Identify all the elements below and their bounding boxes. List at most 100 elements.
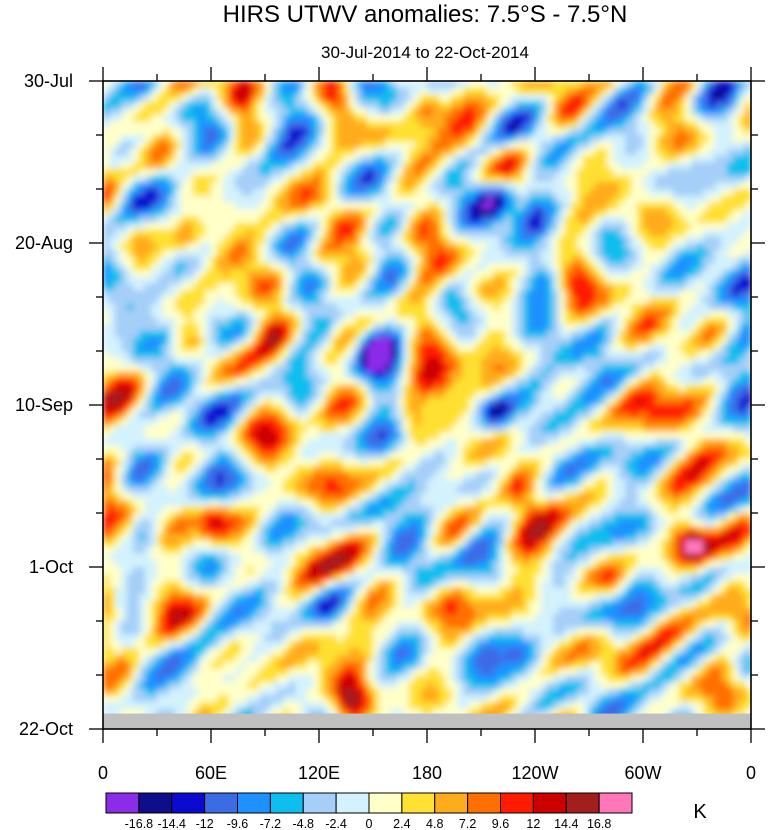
anomaly-cell: [523, 141, 530, 150]
anomaly-cell: [619, 148, 626, 156]
anomaly-cell: [349, 87, 356, 96]
anomaly-cell: [205, 371, 212, 379]
anomaly-cell: [601, 364, 608, 372]
anomaly-cell: [253, 243, 260, 251]
anomaly-cell: [715, 141, 722, 150]
anomaly-cell: [391, 357, 398, 366]
anomaly-cell: [469, 263, 476, 271]
anomaly-cell: [427, 195, 434, 204]
anomaly-cell: [475, 357, 482, 366]
anomaly-cell: [373, 94, 380, 102]
anomaly-cell: [181, 283, 188, 291]
anomaly-cell: [553, 378, 560, 386]
anomaly-cell: [715, 229, 722, 237]
anomaly-cell: [517, 256, 524, 264]
anomaly-cell: [493, 364, 500, 372]
anomaly-cell: [421, 344, 428, 352]
anomaly-cell: [439, 222, 446, 231]
anomaly-cell: [607, 276, 614, 285]
anomaly-cell: [157, 175, 164, 183]
anomaly-cell: [175, 87, 182, 96]
anomaly-cell: [721, 175, 728, 183]
anomaly-cell: [565, 344, 572, 352]
anomaly-cell: [733, 256, 740, 264]
anomaly-cell: [181, 371, 188, 379]
anomaly-cell: [367, 135, 374, 143]
anomaly-cell: [253, 229, 260, 237]
anomaly-cell: [745, 303, 751, 312]
anomaly-cell: [319, 155, 326, 163]
anomaly-cell: [127, 182, 134, 190]
anomaly-cell: [607, 108, 614, 116]
anomaly-cell: [361, 236, 368, 244]
anomaly-cell: [169, 384, 176, 393]
anomaly-cell: [409, 81, 416, 89]
anomaly-cell: [469, 182, 476, 190]
anomaly-cell: [493, 290, 500, 298]
anomaly-cell: [547, 175, 554, 183]
anomaly-cell: [637, 148, 644, 156]
anomaly-cell: [253, 351, 260, 359]
anomaly-cell: [451, 297, 458, 305]
anomaly-cell: [373, 81, 380, 89]
anomaly-cell: [223, 155, 230, 163]
anomaly-cell: [109, 364, 116, 372]
anomaly-cell: [475, 283, 482, 291]
anomaly-cell: [451, 357, 458, 366]
anomaly-cell: [517, 121, 524, 129]
anomaly-cell: [481, 155, 488, 163]
anomaly-cell: [223, 384, 230, 393]
anomaly-cell: [259, 263, 266, 271]
anomaly-cell: [277, 101, 284, 109]
anomaly-cell: [157, 357, 164, 366]
anomaly-cell: [745, 290, 751, 298]
anomaly-cell: [691, 94, 698, 102]
anomaly-cell: [331, 330, 338, 339]
anomaly-cell: [193, 330, 200, 339]
anomaly-cell: [349, 162, 356, 170]
anomaly-cell: [175, 148, 182, 156]
anomaly-cell: [439, 209, 446, 217]
anomaly-cell: [475, 351, 482, 359]
anomaly-cell: [727, 276, 734, 285]
anomaly-cell: [313, 141, 320, 150]
anomaly-cell: [463, 141, 470, 150]
anomaly-cell: [565, 303, 572, 312]
anomaly-cell: [667, 283, 674, 291]
anomaly-cell: [715, 263, 722, 271]
anomaly-cell: [487, 270, 494, 278]
anomaly-cell: [337, 229, 344, 237]
anomaly-cell: [115, 202, 122, 210]
anomaly-cell: [415, 303, 422, 312]
anomaly-cell: [205, 351, 212, 359]
anomaly-cell: [463, 344, 470, 352]
anomaly-cell: [655, 263, 662, 271]
anomaly-cell: [685, 256, 692, 264]
anomaly-cell: [553, 330, 560, 339]
anomaly-cell: [241, 364, 248, 372]
anomaly-cell: [295, 135, 302, 143]
anomaly-cell: [259, 330, 266, 339]
anomaly-cell: [727, 378, 734, 386]
anomaly-cell: [355, 351, 362, 359]
anomaly-cell: [445, 121, 452, 129]
anomaly-cell: [349, 249, 356, 258]
anomaly-cell: [457, 108, 464, 116]
anomaly-cell: [595, 202, 602, 210]
anomaly-cell: [541, 162, 548, 170]
anomaly-cell: [223, 128, 230, 136]
anomaly-cell: [739, 337, 746, 345]
anomaly-cell: [727, 128, 734, 136]
anomaly-cell: [289, 330, 296, 339]
anomaly-cell: [157, 121, 164, 129]
anomaly-cell: [211, 236, 218, 244]
anomaly-cell: [133, 202, 140, 210]
anomaly-cell: [487, 141, 494, 150]
anomaly-cell: [415, 114, 422, 123]
anomaly-cell: [349, 378, 356, 386]
anomaly-cell: [367, 371, 374, 379]
anomaly-cell: [493, 283, 500, 291]
anomaly-cell: [439, 141, 446, 150]
anomaly-cell: [493, 236, 500, 244]
anomaly-cell: [601, 236, 608, 244]
